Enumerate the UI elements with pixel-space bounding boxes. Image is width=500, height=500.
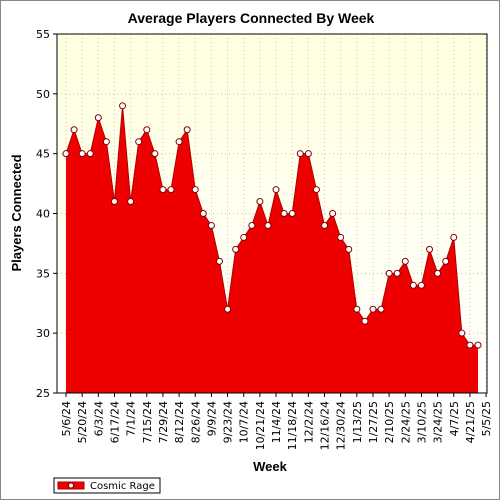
x-tick-label: 1/13/25 <box>351 401 364 443</box>
x-tick-label: 11/4/24 <box>270 401 283 443</box>
data-point <box>426 245 434 253</box>
data-point <box>466 341 474 349</box>
data-point <box>183 126 191 134</box>
legend: Cosmic Rage <box>53 477 161 494</box>
data-point <box>135 138 143 146</box>
data-point <box>191 186 199 194</box>
data-point <box>474 341 482 349</box>
x-tick-label: 2/24/25 <box>399 401 412 443</box>
data-point <box>175 138 183 146</box>
x-tick-label: 2/10/25 <box>383 401 396 443</box>
data-point <box>369 305 377 313</box>
y-tick-label: 35 <box>36 267 50 280</box>
data-point <box>151 150 159 158</box>
x-tick-label: 4/7/25 <box>448 401 461 436</box>
data-point <box>458 329 466 337</box>
x-tick-label: 3/10/25 <box>415 401 428 443</box>
chart-title: Average Players Connected By Week <box>128 10 375 26</box>
data-point <box>159 186 167 194</box>
data-point <box>280 210 288 217</box>
legend-marker <box>68 482 74 489</box>
data-point <box>377 305 385 313</box>
y-axis-title: Players Connected <box>9 154 24 271</box>
data-point <box>345 245 353 253</box>
plot-frame <box>56 33 488 394</box>
data-point <box>232 245 240 253</box>
data-point <box>401 257 409 265</box>
x-tick-label: 10/21/24 <box>254 401 267 450</box>
x-tick-label: 9/23/24 <box>222 401 235 443</box>
data-point <box>393 269 401 277</box>
data-point <box>417 281 425 289</box>
y-tick-label: 40 <box>36 208 50 221</box>
x-tick-label: 4/21/25 <box>464 401 477 443</box>
data-point <box>62 150 70 158</box>
data-point <box>207 221 215 229</box>
data-point <box>272 186 280 194</box>
y-tick-label: 25 <box>36 387 50 400</box>
x-tick-label: 8/12/24 <box>173 401 186 443</box>
x-tick-label: 7/1/24 <box>125 401 138 436</box>
data-point <box>143 126 151 134</box>
data-point <box>353 305 361 313</box>
x-tick-label: 7/29/24 <box>157 401 170 443</box>
data-point <box>248 221 256 229</box>
series-area-cosmic-rage <box>66 105 478 394</box>
data-point <box>199 210 207 217</box>
data-point <box>167 186 175 194</box>
data-point <box>434 269 442 277</box>
x-tick-label: 12/30/24 <box>335 401 348 450</box>
data-point <box>329 210 337 217</box>
data-point <box>409 281 417 289</box>
data-point <box>264 221 272 229</box>
data-point <box>240 233 248 241</box>
y-tick-label: 55 <box>36 28 50 41</box>
data-point <box>215 257 223 265</box>
data-point <box>78 150 86 158</box>
data-point <box>224 305 232 313</box>
data-point <box>296 150 304 158</box>
x-tick-label: 11/18/24 <box>286 401 299 450</box>
data-point <box>385 269 393 277</box>
x-tick-label: 1/27/25 <box>367 401 380 443</box>
data-point <box>70 126 78 134</box>
x-tick-label: 12/2/24 <box>302 401 315 443</box>
data-point <box>312 186 320 194</box>
data-point <box>256 198 264 206</box>
y-tick-label: 45 <box>36 148 50 161</box>
x-tick-label: 5/5/25 <box>480 401 493 436</box>
y-tick-label: 50 <box>36 88 50 101</box>
x-tick-label: 12/16/24 <box>319 401 332 450</box>
x-tick-label: 7/15/24 <box>141 401 154 443</box>
y-tick-label: 30 <box>36 327 50 340</box>
data-point <box>127 198 135 206</box>
data-point <box>442 257 450 265</box>
data-point <box>361 317 369 325</box>
x-tick-label: 10/7/24 <box>238 401 251 443</box>
data-point <box>110 198 118 206</box>
data-point <box>288 210 296 217</box>
x-tick-label: 8/26/24 <box>189 401 202 443</box>
x-axis-title: Week <box>253 459 287 474</box>
data-point <box>450 233 458 241</box>
data-point <box>119 102 127 110</box>
data-point <box>337 233 345 241</box>
x-tick-label: 5/6/24 <box>60 401 73 436</box>
series-line-cosmic-rage <box>65 105 478 346</box>
data-point <box>94 114 102 122</box>
x-tick-label: 9/9/24 <box>205 401 218 436</box>
x-tick-label: 3/24/25 <box>432 401 445 443</box>
x-tick-label: 6/3/24 <box>92 401 105 436</box>
axes: 25 30 35 40 45 50 55 5/6/24 5/20/24 6/3/24 6/17/24… <box>36 28 493 450</box>
data-point <box>304 150 312 158</box>
data-point <box>102 138 110 146</box>
x-tick-label: 6/17/24 <box>108 401 121 443</box>
x-tick-label: 5/20/24 <box>76 401 89 443</box>
data-point <box>321 221 329 229</box>
data-point <box>86 150 94 158</box>
plot-area <box>57 34 487 394</box>
legend-label: Cosmic Rage <box>90 481 155 492</box>
